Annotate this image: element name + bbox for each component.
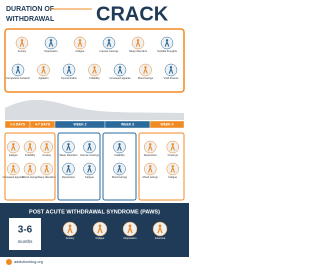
icon-body	[11, 166, 16, 173]
icon-label: Sleep disorders	[38, 175, 57, 179]
icon-label: Fatigue	[85, 175, 94, 179]
paws-duration: 3-6	[18, 225, 33, 236]
icon-body	[157, 225, 163, 234]
icon-body	[87, 166, 92, 173]
icon-body	[41, 67, 46, 74]
icon-label: Intense cravings	[100, 49, 120, 53]
icon-label: Suicidal thoughts	[157, 49, 177, 53]
timeline-label: 1-3 DAYS	[10, 123, 26, 127]
icon-body	[92, 67, 97, 74]
drug-name: CRACK	[96, 3, 169, 25]
icon-label: Anxiety	[42, 153, 51, 157]
title-line: WITHDRAWAL	[6, 16, 55, 23]
logo	[6, 259, 12, 265]
icon-body	[170, 166, 176, 173]
icon-body	[77, 40, 83, 47]
timeline-label: 4-7 DAYS	[35, 123, 51, 127]
icon-body	[168, 67, 174, 74]
icon-label: Fatigue	[96, 236, 105, 240]
icon-label: Depression	[123, 236, 137, 240]
icon-label: Compulsive behavior	[6, 76, 30, 80]
icon-label: Mood swings	[22, 175, 38, 179]
icon-label: Vivid dreams	[164, 76, 180, 80]
icon-body	[127, 225, 133, 234]
icon-body	[143, 67, 148, 74]
title-line: DURATION OF	[6, 6, 55, 13]
duration-box	[9, 218, 41, 250]
icon-label: Mood swings	[143, 175, 159, 179]
icon-label: Insomnia	[155, 236, 166, 240]
icon-body	[117, 144, 122, 151]
icon-label: Fatigue	[76, 49, 85, 53]
icon-label: Depression	[62, 175, 76, 179]
icon-body	[117, 67, 123, 74]
paws-title: POST ACUTE WITHDRAWAL SYNDROME (PAWS)	[29, 209, 160, 215]
icon-body	[48, 40, 54, 47]
icon-label: Increased appetite	[3, 175, 25, 179]
icon-body	[11, 144, 16, 151]
icon-body	[106, 40, 112, 47]
timeline-label: WEEK 4	[161, 123, 174, 127]
icon-label: Mood swings	[112, 175, 128, 179]
icon-body	[135, 40, 141, 47]
icon-body	[27, 166, 33, 173]
icon-body	[117, 166, 122, 173]
icon-body	[66, 144, 71, 151]
icon-body	[44, 166, 49, 173]
icon-body	[147, 166, 153, 173]
icon-label: Depression	[44, 49, 58, 53]
icon-body	[87, 144, 92, 151]
timeline-label: WEEK 2	[74, 123, 87, 127]
timeline-label: WEEK 3	[121, 123, 134, 127]
icon-label: Irritability	[89, 76, 100, 80]
icon-label: Mood swings	[138, 76, 154, 80]
icon-label: Fatigue	[168, 175, 177, 179]
icon-body	[147, 144, 153, 151]
timeline-wave	[5, 99, 184, 120]
icon-label: Sleep disorders	[129, 49, 148, 53]
icon-body	[66, 67, 72, 74]
icon-body	[19, 40, 25, 47]
icon-body	[170, 144, 176, 151]
icon-body	[15, 67, 21, 74]
icon-body	[27, 144, 33, 151]
icon-label: Irritability	[114, 153, 125, 157]
icon-label: Depression	[144, 153, 158, 157]
icon-body	[44, 144, 49, 151]
icon-body	[66, 166, 71, 173]
icon-label: Fatigue	[9, 153, 18, 157]
icon-body	[97, 225, 103, 234]
icon-label: Cravings	[168, 153, 179, 157]
icon-label: Anxiety	[18, 49, 27, 53]
icon-body	[67, 225, 73, 234]
icon-body	[164, 40, 170, 47]
icon-label: Anxiety	[66, 236, 75, 240]
infographic: DURATION OF WITHDRAWAL CRACK POST ACUTE …	[0, 3, 189, 265]
icon-label: Sleep disorders	[59, 153, 78, 157]
icon-label: Irritability	[25, 153, 36, 157]
acute-box	[4, 28, 185, 93]
icon-label: Intense cravings	[80, 153, 100, 157]
timeline-segment	[149, 120, 185, 129]
icon-label: Concentration	[61, 76, 78, 80]
footer: addictionblog.org	[14, 260, 43, 264]
paws-unit: months	[18, 239, 34, 244]
icon-label: Agitation	[38, 76, 49, 80]
icon-label: Increased appetite	[109, 76, 131, 80]
